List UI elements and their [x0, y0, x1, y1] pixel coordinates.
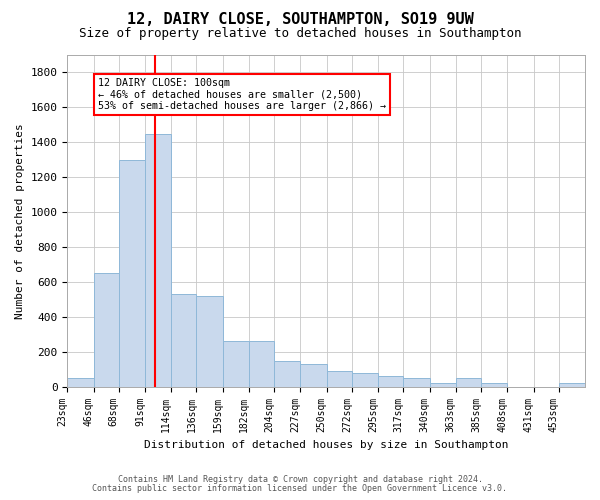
Bar	[481, 383, 507, 386]
Text: 12 DAIRY CLOSE: 100sqm
← 46% of detached houses are smaller (2,500)
53% of semi-: 12 DAIRY CLOSE: 100sqm ← 46% of detached…	[98, 78, 386, 112]
Bar	[249, 342, 274, 386]
Bar	[378, 376, 403, 386]
Y-axis label: Number of detached properties: Number of detached properties	[15, 123, 25, 318]
Text: 12, DAIRY CLOSE, SOUTHAMPTON, SO19 9UW: 12, DAIRY CLOSE, SOUTHAMPTON, SO19 9UW	[127, 12, 473, 28]
Bar	[94, 273, 119, 386]
Bar	[223, 342, 249, 386]
Bar	[301, 364, 327, 386]
Bar	[119, 160, 145, 386]
Bar	[171, 294, 196, 386]
Bar	[196, 296, 223, 386]
Bar	[559, 383, 585, 386]
Text: Contains HM Land Registry data © Crown copyright and database right 2024.: Contains HM Land Registry data © Crown c…	[118, 475, 482, 484]
Text: Size of property relative to detached houses in Southampton: Size of property relative to detached ho…	[79, 28, 521, 40]
Bar	[67, 378, 94, 386]
Bar	[274, 360, 301, 386]
Bar	[352, 372, 378, 386]
Bar	[430, 383, 456, 386]
Bar	[456, 378, 481, 386]
Text: Contains public sector information licensed under the Open Government Licence v3: Contains public sector information licen…	[92, 484, 508, 493]
Bar	[403, 378, 430, 386]
X-axis label: Distribution of detached houses by size in Southampton: Distribution of detached houses by size …	[144, 440, 508, 450]
Bar	[145, 134, 171, 386]
Bar	[327, 371, 352, 386]
